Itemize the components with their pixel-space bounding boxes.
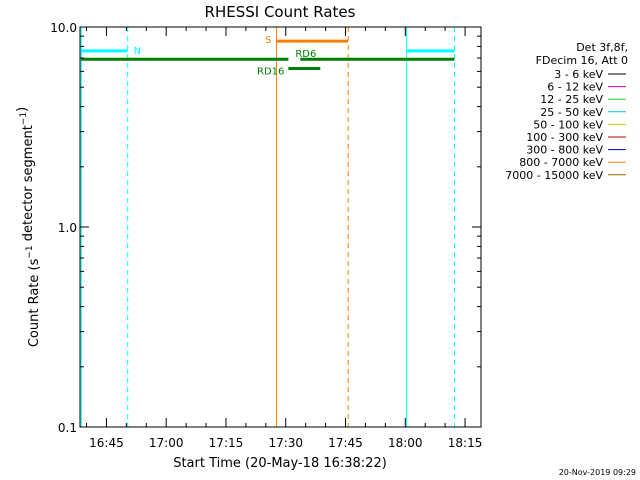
segment-label: N <box>134 46 141 57</box>
y-tick-label: 0.1 <box>58 421 77 435</box>
y-tick-label: 1.0 <box>58 221 77 235</box>
x-tick-label: 17:30 <box>268 436 303 450</box>
chart-title: RHESSI Count Rates <box>205 3 356 21</box>
legend-entry-label: 300 - 800 keV <box>526 144 603 157</box>
legend-entry-label: 3 - 6 keV <box>554 68 603 81</box>
segment-label: S <box>265 35 271 46</box>
legend-entry-label: 50 - 100 keV <box>533 118 603 131</box>
legend-entry-label: 6 - 12 keV <box>547 81 603 94</box>
x-tick-label: 17:15 <box>209 436 244 450</box>
segment-label: RD16 <box>257 67 284 78</box>
legend-header: Det 3f,8f, <box>576 41 628 54</box>
legend-entry-label: 12 - 25 keV <box>540 93 603 106</box>
legend-entry-label: 25 - 50 keV <box>540 106 603 119</box>
legend-entry-label: 7000 - 15000 keV <box>505 169 603 182</box>
y-axis: 0.1 1.0 10.0 <box>50 21 481 435</box>
x-tick-label: 17:45 <box>328 436 363 450</box>
x-tick-label: 17:00 <box>149 436 184 450</box>
generation-timestamp: 20-Nov-2019 09:29 <box>559 468 636 477</box>
legend-entry-label: 800 - 7000 keV <box>519 156 603 169</box>
y-tick-label: 10.0 <box>50 21 77 35</box>
legend-header: FDecim 16, Att 0 <box>536 54 628 67</box>
x-tick-label: 16:45 <box>89 436 124 450</box>
legend-entry-label: 100 - 300 keV <box>526 131 603 144</box>
x-axis: 16:45 17:00 17:15 17:30 17:45 18:00 18:15 <box>86 27 483 450</box>
x-axis-label: Start Time (20-May-18 16:38:22) <box>173 456 387 471</box>
x-tick-label: 18:15 <box>448 436 483 450</box>
x-tick-label: 18:00 <box>388 436 423 450</box>
segment-label: RD6 <box>295 49 316 60</box>
y-axis-label: Count Rate (s−1 detector segment−1) <box>15 107 42 347</box>
